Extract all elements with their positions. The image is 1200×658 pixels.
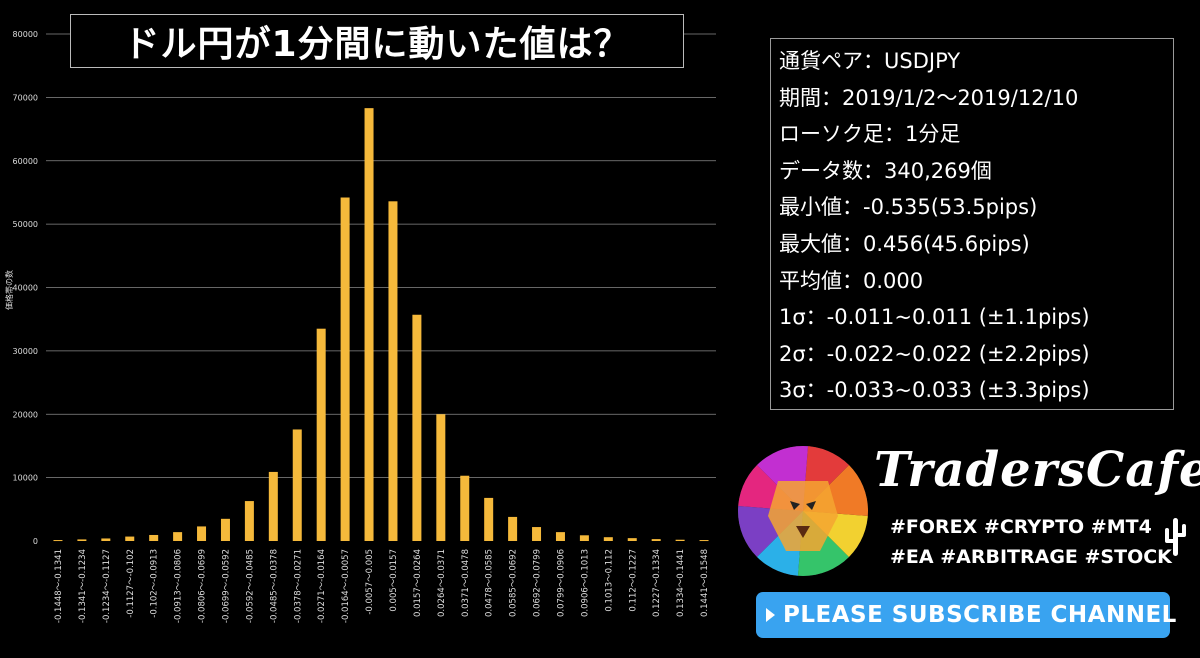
x-tick-label: 0.0478～0.0585	[485, 549, 495, 617]
bar	[603, 537, 613, 541]
info-line: ローソク足：1分足	[779, 122, 961, 147]
bar	[316, 328, 326, 541]
x-tick-label: 0.1013～0.112	[604, 549, 614, 612]
x-tick-label: 0.0906～0.1013	[580, 549, 590, 617]
y-tick-label: 60000	[13, 157, 38, 166]
bar	[651, 539, 661, 541]
info-line: 最大値：0.456(45.6pips)	[779, 231, 1030, 256]
bar	[125, 536, 135, 541]
bar	[388, 201, 398, 541]
page-title: ドル円が1分間に動いた値は？	[123, 24, 631, 65]
x-tick-label: -0.0913～-0.0806	[174, 549, 184, 623]
x-tick-label: 0.0371～0.0478	[461, 549, 471, 617]
bar	[244, 501, 254, 541]
bar	[508, 516, 518, 541]
bar	[436, 414, 446, 541]
info-line: 3σ：-0.033~0.033 (±3.3pips)	[779, 378, 1090, 403]
x-tick-label: -0.0699～-0.0592	[221, 549, 231, 623]
y-tick-label: 30000	[13, 347, 38, 356]
x-tick-label: -0.0592～-0.0485	[245, 549, 255, 623]
x-tick-label: 0.112～0.1227	[628, 549, 638, 612]
bar	[627, 538, 637, 541]
lion-logo-icon	[738, 446, 868, 576]
x-tick-label: -0.1127～-0.102	[126, 549, 136, 618]
bar	[173, 532, 183, 541]
info-line: データ数：340,269個	[779, 158, 992, 183]
bar	[292, 429, 302, 541]
x-tick-label: 0.0692～0.0799	[533, 549, 543, 617]
tags-line-1: #FOREX #CRYPTO #MT4	[890, 516, 1152, 538]
x-tick-label: 0.1441～0.1548	[700, 549, 710, 617]
bar	[197, 526, 207, 541]
x-tick-label: -0.1341～-0.1234	[78, 549, 88, 623]
x-tick-label: 0.1334～0.1441	[676, 549, 686, 617]
info-panel: 通貨ペア：USDJPY 期間：2019/1/2～2019/12/10 ローソク足：1…	[770, 38, 1174, 410]
bar	[268, 471, 278, 541]
cactus-icon	[1165, 518, 1186, 556]
brand-name: TradersCafe	[874, 442, 1200, 498]
bar	[220, 518, 230, 541]
y-tick-label: 20000	[13, 410, 38, 419]
subscribe-label: PLEASE SUBSCRIBE CHANNEL	[783, 602, 1177, 628]
play-arrow-icon	[766, 608, 775, 622]
x-tick-label: -0.102～-0.0913	[150, 549, 160, 618]
bar	[149, 534, 159, 541]
x-tick-label: 0.0585～0.0692	[509, 549, 519, 617]
x-tick-label: -0.0164～-0.0057	[341, 549, 351, 623]
info-line: 通貨ペア：USDJPY	[779, 49, 961, 73]
y-tick-label: 50000	[13, 220, 38, 229]
y-tick-label: 10000	[13, 474, 38, 483]
bar	[555, 532, 565, 541]
info-line: 最小値：-0.535(53.5pips)	[779, 195, 1038, 220]
bar	[675, 539, 685, 541]
brand-block: TradersCafe #FOREX #CRYPTO #MT4 #EA #ARB…	[738, 440, 1200, 590]
y-axis-label: 価格帯の数	[4, 270, 14, 310]
x-tick-label: -0.1448～-0.1341	[54, 549, 64, 623]
bar	[77, 539, 87, 541]
tags-line-2: #EA #ARBITRAGE #STOCK	[890, 546, 1172, 568]
x-tick-label: -0.0806～-0.0699	[198, 549, 208, 623]
info-line: 平均値：0.000	[779, 268, 924, 293]
x-tick-label: 0.005～0.0157	[389, 549, 399, 612]
x-tick-label: -0.0271～-0.0164	[317, 549, 327, 623]
bar	[364, 108, 374, 542]
y-tick-label: 70000	[13, 93, 38, 102]
bar	[699, 540, 709, 542]
bar	[340, 197, 350, 541]
x-tick-label: 0.0264～0.0371	[437, 549, 447, 617]
x-tick-label: -0.0485～-0.0378	[269, 549, 279, 623]
y-tick-label: 80000	[13, 30, 38, 39]
x-tick-label: -0.1234～-0.1127	[102, 549, 112, 623]
bar	[53, 540, 63, 542]
x-tick-label: 0.0799～0.0906	[556, 549, 566, 617]
bar	[532, 527, 542, 541]
y-tick-label: 40000	[13, 284, 38, 293]
x-tick-label: -0.0057～0.005	[365, 549, 375, 615]
subscribe-button[interactable]: PLEASE SUBSCRIBE CHANNEL	[756, 592, 1176, 638]
bar	[101, 538, 111, 541]
histogram-chart: 0 10000 20000 30000 40000 50000 60000 70000 8000…	[4, 30, 716, 623]
bar	[412, 314, 422, 541]
bar	[484, 497, 494, 541]
bar	[579, 535, 589, 541]
title-box: ドル円が1分間に動いた値は？	[70, 14, 684, 68]
info-line: 期間：2019/1/2～2019/12/10	[779, 85, 1079, 110]
info-line: 1σ：-0.011~0.011 (±1.1pips)	[779, 305, 1090, 330]
x-tick-label: -0.0378～-0.0271	[293, 549, 303, 623]
bar	[460, 475, 470, 541]
y-tick-label: 0	[33, 537, 38, 546]
info-line: 2σ：-0.022~0.022 (±2.2pips)	[779, 341, 1090, 366]
brand-tags: #FOREX #CRYPTO #MT4 #EA #ARBITRAGE #STOC…	[890, 512, 1172, 572]
x-tick-label: 0.0157～0.0264	[413, 549, 423, 617]
x-tick-label: 0.1227～0.1334	[652, 549, 662, 617]
